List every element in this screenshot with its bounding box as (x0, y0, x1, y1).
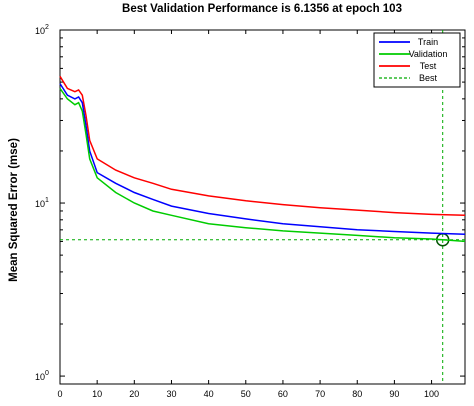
axis-ticks: 0 10 20 30 40 50 60 70 80 90 100 102 101 100 (35, 24, 465, 399)
y-tick-label: 102 (35, 24, 49, 36)
legend: Train Validation Test Best (373, 32, 461, 88)
series-train-line (59, 83, 466, 236)
y-axis-label: Mean Squared Error (mse) (8, 138, 20, 282)
x-tick-label: 100 (424, 389, 439, 399)
y-tick-label: 101 (35, 197, 49, 209)
series-test-line (59, 75, 466, 217)
x-tick-label: 10 (92, 389, 102, 399)
x-tick-label: 40 (204, 389, 214, 399)
x-tick-label: 60 (278, 389, 288, 399)
x-tick-label: 0 (57, 389, 62, 399)
legend-label-train: Train (418, 37, 438, 47)
x-tick-label: 20 (129, 389, 139, 399)
x-tick-label: 70 (315, 389, 325, 399)
y-tick-label: 100 (35, 370, 49, 382)
legend-label-test: Test (420, 61, 437, 71)
series-lines (59, 75, 466, 243)
legend-label-best: Best (419, 73, 438, 83)
plot-area (59, 29, 466, 385)
chart-title: Best Validation Performance is 6.1356 at… (122, 3, 402, 15)
legend-label-validation: Validation (409, 49, 448, 59)
series-validation-line (59, 87, 466, 243)
x-tick-label: 80 (352, 389, 362, 399)
x-tick-label: 50 (241, 389, 251, 399)
x-tick-label: 90 (389, 389, 399, 399)
x-tick-label: 30 (166, 389, 176, 399)
